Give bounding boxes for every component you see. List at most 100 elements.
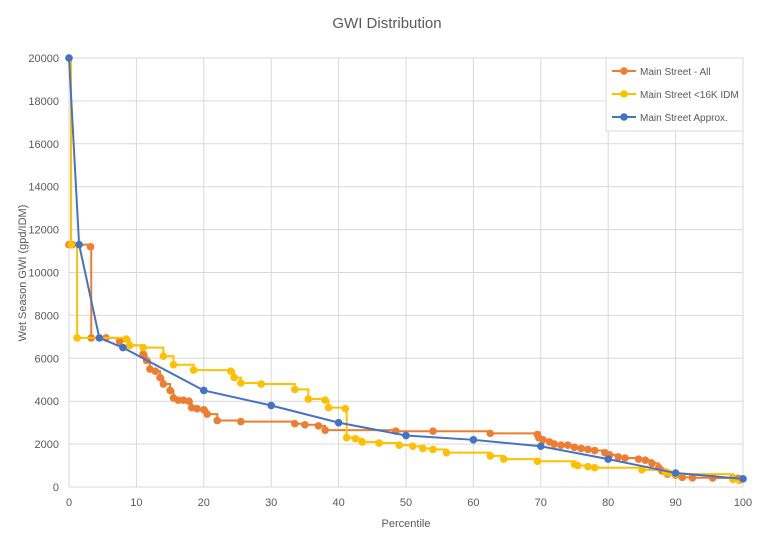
data-point: [151, 367, 160, 375]
y-axis-tick-labels: 0 2000 4000 6000 8000 10000 12000 14000 16000 180…: [28, 53, 59, 494]
x-tick-label: 30: [265, 497, 277, 509]
data-point: [590, 446, 599, 455]
data-point: [321, 396, 329, 404]
y-tick-label: 8000: [35, 310, 59, 322]
data-point: [139, 343, 147, 352]
data-point: [688, 473, 697, 482]
data-point: [671, 469, 680, 477]
x-tick-label: 90: [669, 497, 681, 509]
data-point: [739, 475, 747, 483]
data-point: [321, 426, 329, 434]
data-point: [442, 448, 451, 457]
data-point: [75, 240, 83, 249]
data-point: [159, 380, 168, 388]
legend-label: Main Street <16K IDM: [640, 90, 739, 101]
legend-swatch-marker: [620, 90, 628, 98]
y-tick-label: 18000: [28, 96, 59, 108]
data-point: [550, 440, 559, 448]
data-point: [408, 442, 417, 451]
data-point: [584, 462, 592, 471]
data-point: [290, 385, 299, 394]
data-point: [203, 410, 211, 418]
series-layer: [65, 54, 747, 485]
data-point: [125, 341, 134, 350]
data-point: [574, 461, 582, 470]
data-point: [621, 454, 629, 462]
data-point: [638, 466, 646, 474]
x-tick-label: 60: [467, 497, 479, 509]
data-point: [193, 404, 201, 413]
y-tick-label: 12000: [28, 225, 59, 237]
data-point: [419, 444, 427, 453]
data-point: [429, 427, 437, 436]
data-point: [634, 455, 643, 463]
series-line: [69, 243, 740, 480]
data-point: [301, 420, 309, 429]
legend-swatch-marker: [620, 113, 628, 121]
data-point: [577, 444, 586, 453]
data-point: [174, 396, 182, 404]
series-2: [65, 54, 747, 483]
y-tick-label: 20000: [28, 53, 59, 65]
x-axis-tick-labels: 0 10 20 30 40 50 60 70 80 90 100: [66, 497, 752, 509]
legend: Main Street - All Main Street <16K IDM Mai…: [605, 57, 744, 132]
x-tick-label: 50: [400, 497, 412, 509]
data-point: [641, 456, 650, 464]
data-point: [375, 439, 383, 447]
data-point: [314, 422, 323, 430]
data-point: [73, 334, 81, 342]
x-tick-label: 10: [130, 497, 142, 509]
legend-swatch-marker: [620, 67, 628, 75]
x-tick-label: 70: [535, 497, 547, 509]
chart-title: GWI Distribution: [332, 15, 441, 32]
data-point: [67, 240, 75, 249]
legend-label: Main Street - All: [640, 67, 711, 78]
data-point: [119, 343, 127, 352]
data-point: [230, 373, 238, 382]
y-tick-label: 14000: [28, 182, 59, 194]
series-1: [65, 54, 744, 485]
data-point: [614, 453, 623, 461]
y-tick-label: 16000: [28, 139, 59, 151]
data-point: [95, 334, 104, 342]
data-point: [570, 443, 579, 452]
y-tick-label: 0: [53, 482, 59, 494]
data-point: [469, 436, 478, 444]
data-point: [557, 441, 565, 449]
data-point: [334, 418, 343, 427]
data-point: [115, 337, 124, 345]
x-tick-label: 100: [734, 497, 752, 509]
data-point: [290, 419, 299, 428]
y-tick-label: 6000: [35, 353, 59, 365]
x-tick-label: 0: [66, 497, 72, 509]
data-point: [189, 366, 198, 374]
data-point: [156, 373, 164, 382]
legend-label: Main Street Approx.: [640, 113, 728, 124]
data-point: [257, 380, 265, 388]
data-point: [486, 452, 495, 460]
data-point: [122, 335, 131, 343]
y-tick-label: 4000: [35, 396, 59, 408]
data-point: [237, 417, 245, 426]
data-point: [65, 54, 73, 62]
y-axis-label: Wet Season GWI (gpd/IDM): [17, 205, 29, 342]
data-point: [324, 403, 333, 412]
data-point: [533, 457, 542, 466]
data-point: [159, 352, 168, 360]
data-point: [86, 242, 95, 251]
x-tick-label: 40: [332, 497, 344, 509]
data-point: [213, 416, 222, 425]
data-point: [537, 442, 545, 451]
data-point: [486, 429, 495, 438]
data-point: [169, 360, 178, 369]
x-tick-label: 20: [198, 497, 210, 509]
x-tick-label: 80: [602, 497, 614, 509]
data-point: [341, 404, 350, 413]
data-point: [539, 436, 547, 444]
data-point: [648, 459, 656, 468]
data-point: [351, 434, 360, 443]
data-point: [395, 441, 404, 449]
x-axis-label: Percentile: [382, 518, 431, 530]
